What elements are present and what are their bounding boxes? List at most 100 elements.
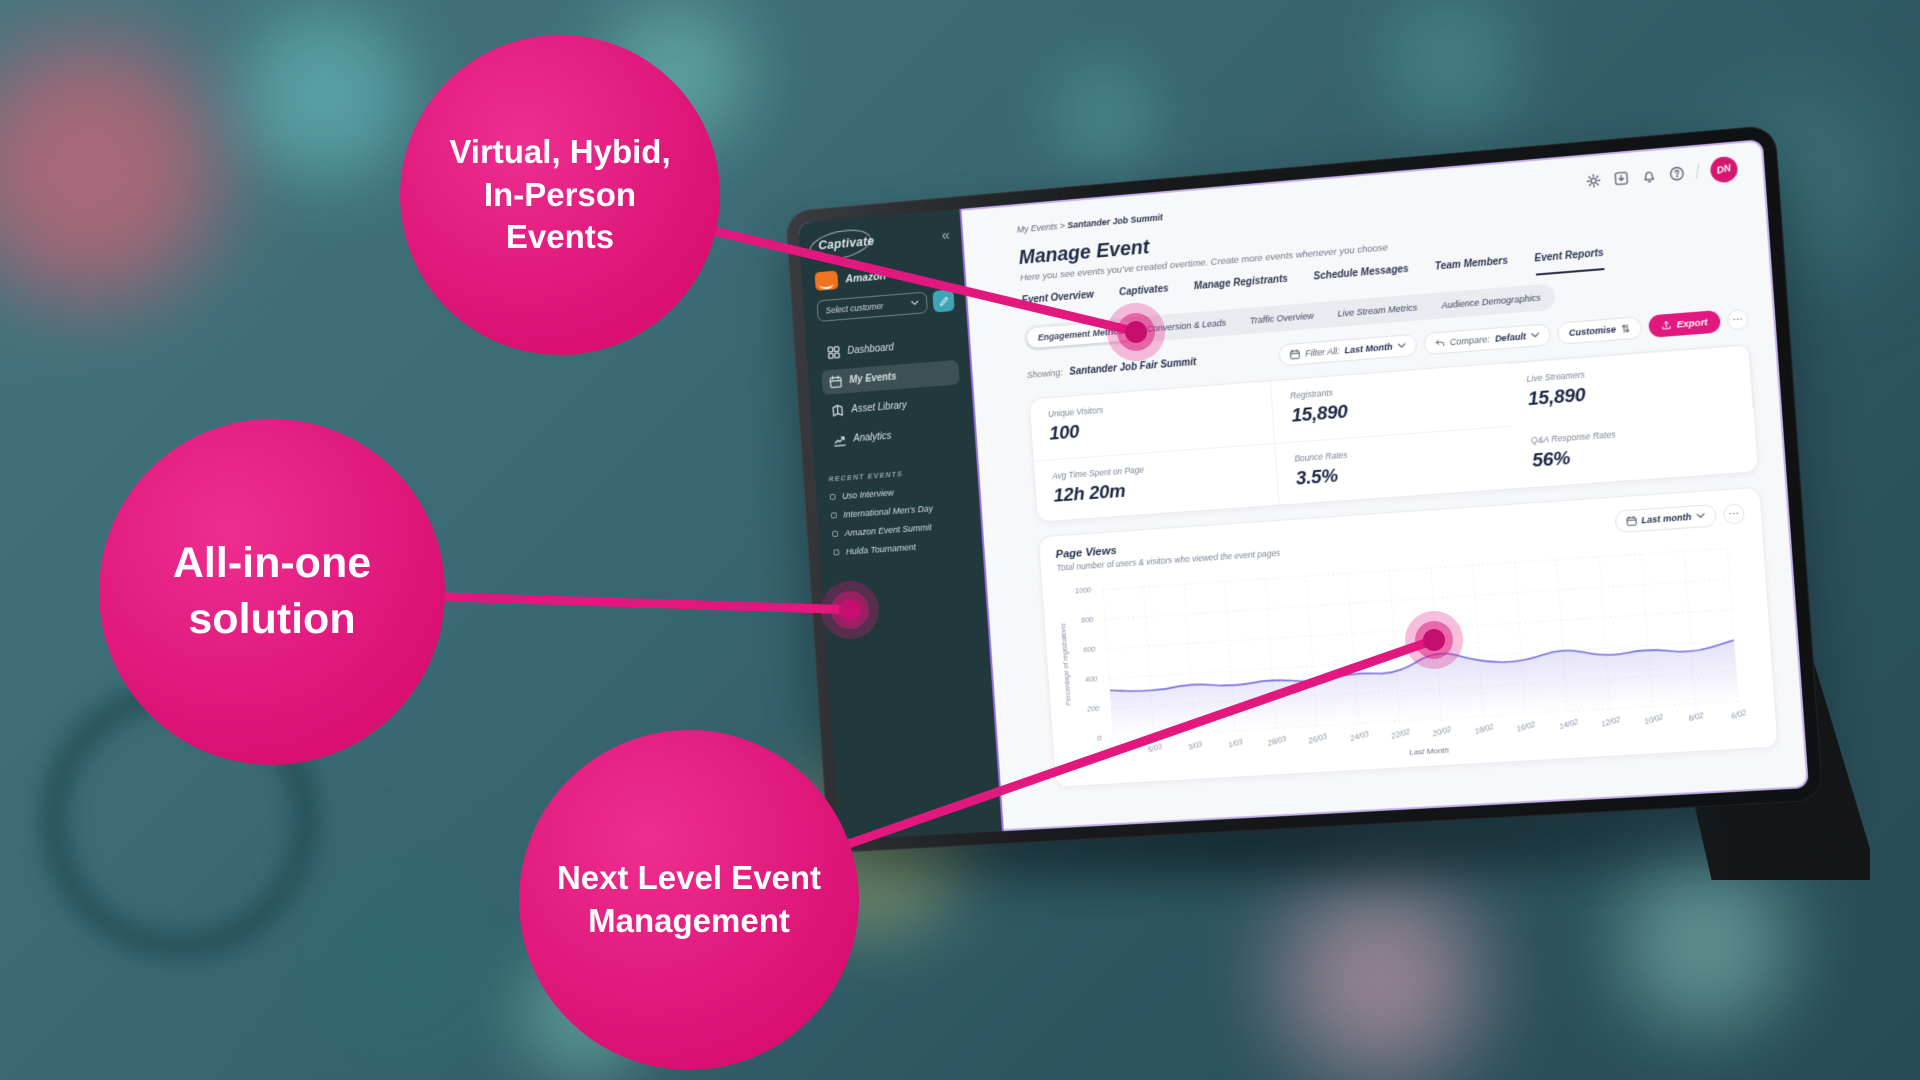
- bokeh-blob: [0, 40, 220, 300]
- callout-bubble-event-types: Virtual, Hybid, In-Person Events: [400, 35, 720, 355]
- tab[interactable]: Team Members: [1434, 256, 1509, 284]
- callout-target-sidebar: [821, 581, 879, 639]
- period-value: Last month: [1640, 511, 1692, 526]
- recent-event-item[interactable]: Uso Interview: [829, 482, 967, 502]
- bokeh-blob: [300, 860, 520, 1080]
- subtab[interactable]: Live Stream Metrics: [1326, 296, 1429, 324]
- callout-bubble-all-in-one: All-in-one solution: [99, 419, 445, 765]
- sidebar-item-asset-library[interactable]: Asset Library: [823, 389, 962, 424]
- sidebar-item-label: My Events: [849, 371, 897, 386]
- more-options-button[interactable]: ⋯: [1726, 308, 1749, 331]
- tab[interactable]: Manage Registrants: [1194, 274, 1289, 304]
- subtab[interactable]: Audience Demographics: [1430, 287, 1553, 317]
- tab-label: Event Reports: [1534, 247, 1605, 265]
- sidebar-nav: Dashboard My Events Asset Library Analyt…: [819, 330, 964, 453]
- bokeh-blob: [240, 10, 410, 180]
- chevron-down-icon: [911, 300, 919, 306]
- tab-label: Captivates: [1118, 283, 1169, 299]
- chevron-down-icon: [1531, 332, 1540, 339]
- chevron-down-icon: [1696, 513, 1705, 520]
- recent-event-label: Amazon Event Summit: [844, 522, 932, 539]
- avatar[interactable]: DN: [1708, 153, 1740, 185]
- breadcrumb[interactable]: My Events > Santander Job Summit: [1016, 212, 1163, 234]
- bokeh-blob: [1050, 60, 1160, 170]
- calendar-icon: [829, 375, 842, 389]
- page-views-card: Page Views Total number of users & visit…: [1037, 486, 1779, 788]
- customise-button[interactable]: Customise: [1556, 316, 1643, 345]
- tab-label: Schedule Messages: [1313, 263, 1410, 283]
- sidebar-item-my-events[interactable]: My Events: [821, 359, 960, 395]
- compare-label: Compare:: [1449, 334, 1491, 348]
- dashboard-icon: [827, 346, 840, 360]
- line-chart-plot: [1096, 535, 1758, 746]
- recent-event-item[interactable]: Amazon Event Summit: [832, 520, 970, 539]
- recent-event-item[interactable]: Hulda Tournament: [833, 538, 971, 557]
- tab-label: Manage Registrants: [1193, 273, 1289, 293]
- tab-label: Team Members: [1434, 255, 1509, 273]
- y-tick-label: 0: [1097, 733, 1102, 743]
- filter-dropdown[interactable]: Filter All: Last Month: [1278, 333, 1418, 367]
- subtab[interactable]: Traffic Overview: [1238, 305, 1325, 332]
- notifications-bell-icon[interactable]: [1641, 167, 1658, 184]
- sidebar-collapse-icon[interactable]: «: [940, 226, 951, 244]
- breadcrumb-root[interactable]: My Events: [1016, 221, 1058, 235]
- select-customer-dropdown[interactable]: Select customer: [816, 291, 928, 322]
- period-dropdown[interactable]: Last month: [1613, 503, 1718, 534]
- filter-value: Last Month: [1344, 341, 1393, 356]
- export-button[interactable]: Export: [1647, 309, 1721, 338]
- report-toolbar: Showing: Santander Job Fair Summit Filte…: [1026, 307, 1749, 387]
- compare-dropdown[interactable]: Compare: Default: [1422, 323, 1552, 356]
- y-tick-label: 600: [1082, 644, 1096, 655]
- chart-more-button[interactable]: ⋯: [1722, 503, 1746, 525]
- bokeh-blob: [1280, 880, 1480, 1080]
- event-bullet-icon: [833, 549, 840, 556]
- compare-value: Default: [1494, 331, 1527, 344]
- sidebar-item-label: Dashboard: [847, 342, 895, 357]
- y-tick-label: 800: [1080, 615, 1094, 625]
- chevron-down-icon: [1397, 343, 1405, 350]
- recent-event-label: Uso Interview: [841, 487, 895, 502]
- export-icon: [1661, 320, 1672, 331]
- breadcrumb-current: Santander Job Summit: [1067, 212, 1164, 231]
- main-content: My Events > Santander Job Summit DN Mana…: [961, 139, 1809, 831]
- subtab-label: Live Stream Metrics: [1337, 302, 1418, 319]
- bokeh-blob: [1380, 0, 1520, 130]
- recent-event-label: Hulda Tournament: [845, 542, 917, 557]
- recent-event-label: International Men's Day: [842, 503, 934, 520]
- settings-icon[interactable]: [1585, 172, 1601, 188]
- recent-event-item[interactable]: International Men's Day: [830, 501, 969, 521]
- subtab-label: Audience Demographics: [1441, 292, 1542, 311]
- event-bullet-icon: [829, 493, 836, 501]
- library-icon: [831, 404, 844, 418]
- help-icon[interactable]: [1669, 165, 1686, 182]
- breadcrumb-separator: >: [1059, 220, 1066, 231]
- y-tick-label: 200: [1086, 703, 1100, 714]
- divider: [1695, 164, 1700, 179]
- page-views-chart: Percentage of registrations 0 200 400 600 80…: [1057, 535, 1760, 776]
- customise-label: Customise: [1568, 324, 1617, 339]
- recent-events-header: RECENT EVENTS: [828, 469, 904, 484]
- y-tick-label: 400: [1084, 674, 1098, 684]
- customer-logo-icon: [814, 270, 839, 291]
- callout-bubble-next-level: Next Level Event Management: [519, 730, 859, 1070]
- event-bullet-icon: [832, 530, 839, 538]
- event-bullet-icon: [830, 512, 837, 519]
- callout-target-chart: [1405, 611, 1463, 669]
- export-label: Export: [1676, 316, 1709, 331]
- tab[interactable]: Event Reports: [1534, 247, 1605, 276]
- compare-arrow-icon: [1434, 338, 1445, 349]
- tablet: Captivate « Amazon Select customer: [784, 124, 1824, 854]
- pencil-icon: [938, 295, 949, 307]
- sidebar-item-label: Asset Library: [851, 400, 908, 416]
- callout-target-engagement-metrics: [1107, 303, 1165, 361]
- showing-label: Showing:: [1026, 367, 1063, 381]
- analytics-icon: [833, 433, 846, 447]
- y-tick-label: 1000: [1074, 585, 1092, 596]
- sidebar-item-analytics[interactable]: Analytics: [825, 419, 964, 454]
- subtab-label: Traffic Overview: [1249, 310, 1315, 326]
- tablet-screen: Captivate « Amazon Select customer: [797, 139, 1809, 840]
- edit-customer-button[interactable]: [932, 289, 955, 313]
- gallery-import-icon[interactable]: [1613, 170, 1629, 187]
- tab[interactable]: Schedule Messages: [1313, 264, 1410, 294]
